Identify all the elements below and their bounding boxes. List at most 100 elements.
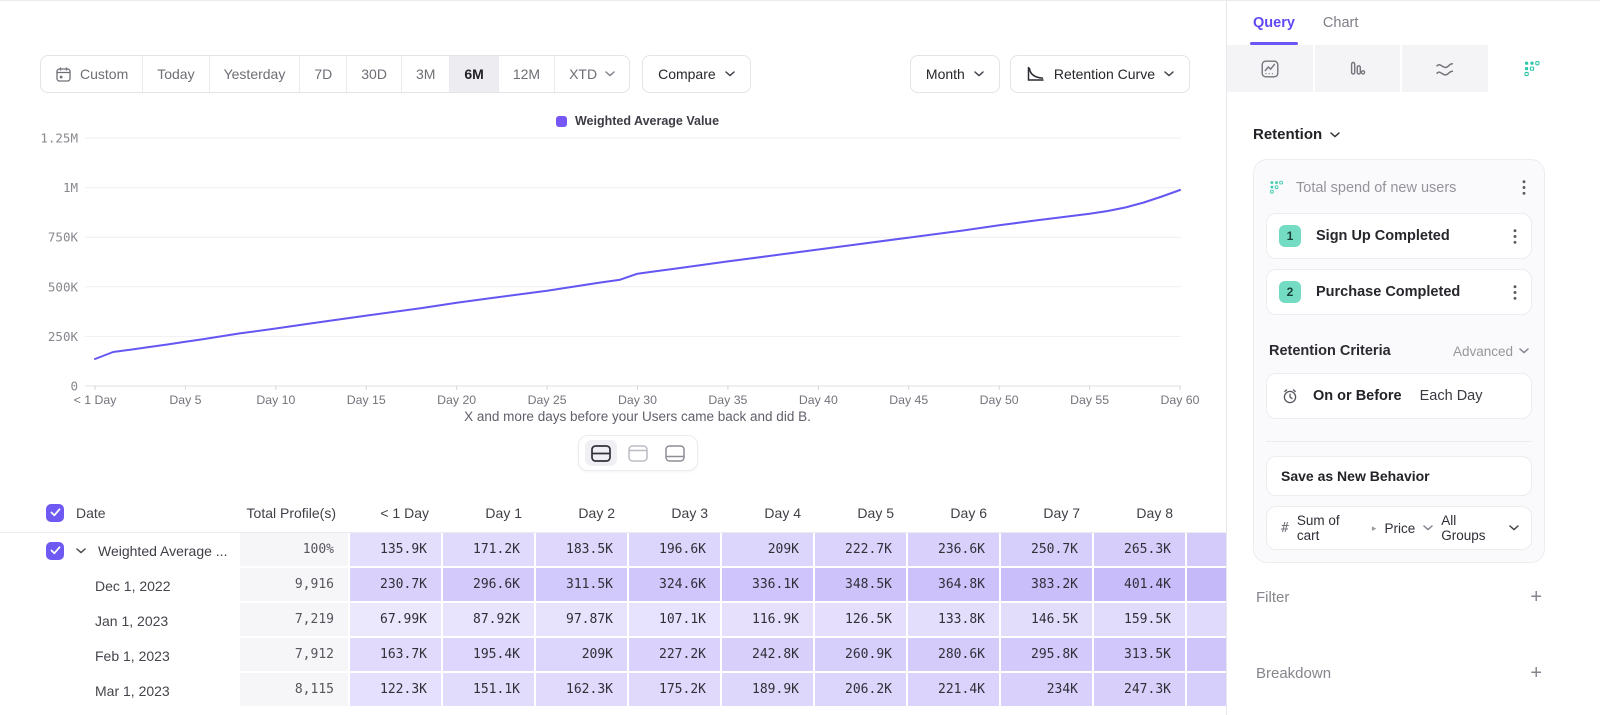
retention-value-cell[interactable]: 209K: [536, 638, 629, 673]
behavior-step-row[interactable]: 1 Sign Up Completed: [1266, 213, 1532, 259]
chart-type-button[interactable]: Retention Curve: [1009, 55, 1190, 93]
retention-value-cell[interactable]: 348.5K: [815, 568, 908, 603]
tab-bar-chart[interactable]: [1314, 45, 1400, 92]
add-breakdown-button[interactable]: +: [1530, 662, 1542, 684]
range-30d[interactable]: 30D: [347, 56, 402, 92]
retention-value-cell[interactable]: 163.7K: [350, 638, 443, 673]
measure-subproperty[interactable]: Price: [1384, 520, 1416, 536]
advanced-dropdown[interactable]: Advanced: [1453, 344, 1529, 359]
granularity-button[interactable]: Month: [909, 55, 1000, 93]
kebab-menu-icon[interactable]: [1509, 226, 1521, 247]
group-dropdown[interactable]: All Groups: [1441, 513, 1519, 543]
row-date-label: Feb 1, 2023: [95, 647, 170, 664]
bottom-pane-view-button[interactable]: [659, 440, 691, 466]
retention-value-cell[interactable]: 151.1K: [443, 673, 536, 708]
add-filter-button[interactable]: +: [1530, 586, 1542, 608]
retention-value-cell[interactable]: 159.5K: [1094, 603, 1187, 638]
retention-value-cell[interactable]: 295.8K: [1001, 638, 1094, 673]
retention-value-cell[interactable]: 116.9K: [722, 603, 815, 638]
range-12m[interactable]: 12M: [499, 56, 556, 92]
tab-retention[interactable]: [1489, 45, 1575, 92]
retention-value-cell[interactable]: 242.8K: [722, 638, 815, 673]
retention-value-cell[interactable]: 313.5K: [1094, 638, 1187, 673]
retention-value-cell[interactable]: 183.5K: [536, 533, 629, 568]
retention-value-cell[interactable]: 195.4K: [443, 638, 536, 673]
split-view-button[interactable]: [584, 440, 617, 466]
range-3m[interactable]: 3M: [402, 56, 451, 92]
compare-label: Compare: [658, 66, 716, 82]
retention-value-cell[interactable]: 221.4K: [908, 673, 1001, 708]
retention-value-cell[interactable]: 230.7K: [350, 568, 443, 603]
retention-value-cell[interactable]: 196.6K: [629, 533, 722, 568]
numeric-property-icon: #: [1281, 520, 1289, 536]
advanced-label: Advanced: [1452, 343, 1513, 359]
compare-button[interactable]: Compare: [642, 55, 751, 93]
retention-value-cell[interactable]: 234K: [1001, 673, 1094, 708]
retention-value-cell[interactable]: 67.99K: [350, 603, 443, 638]
retention-value-cell[interactable]: 280.6K: [908, 638, 1001, 673]
retention-value-cell[interactable]: 206.2K: [815, 673, 908, 708]
retention-value-cell[interactable]: 126.5K: [815, 603, 908, 638]
retention-table: Date Total Profile(s) < 1 Day Day 1 Day 2 Day…: [0, 493, 1226, 708]
retention-value-cell[interactable]: 97.87K: [536, 603, 629, 638]
table-row: Jan 1, 2023 7,219 67.99K 87.92K 97.87K 107.1K…: [0, 603, 1226, 638]
kebab-menu-icon[interactable]: [1509, 282, 1521, 303]
retention-value-cell[interactable]: 175.2K: [629, 673, 722, 708]
retention-value-cell[interactable]: 87.92K: [443, 603, 536, 638]
svg-text:0: 0: [70, 379, 78, 394]
range-today[interactable]: Today: [143, 56, 210, 92]
retention-value-cell[interactable]: 222.7K: [815, 533, 908, 568]
tab-flows[interactable]: [1402, 45, 1488, 92]
save-as-new-behavior-button[interactable]: Save as New Behavior: [1266, 456, 1532, 496]
retention-value-cell[interactable]: 324.6K: [629, 568, 722, 603]
retention-value-cell[interactable]: 135.9K: [350, 533, 443, 568]
toolbar: Custom Today Yesterday 7D 30D 3M 6M 12M XTD Comp…: [40, 55, 1190, 93]
retention-value-cell[interactable]: 236.6K: [908, 533, 1001, 568]
retention-value-cell[interactable]: 189.9K: [722, 673, 815, 708]
retention-section-header[interactable]: Retention: [1253, 126, 1545, 143]
retention-value-cell[interactable]: 107.1K: [629, 603, 722, 638]
range-6m[interactable]: 6M: [450, 56, 499, 92]
retention-value-cell[interactable]: 401.4K: [1094, 568, 1187, 603]
row-checkbox[interactable]: [46, 541, 64, 560]
expand-row-chevron-icon[interactable]: [76, 547, 86, 554]
behavior-step-row[interactable]: 2 Purchase Completed: [1266, 269, 1532, 315]
filter-label: Filter: [1256, 588, 1290, 606]
retention-value-cell[interactable]: 364.8K: [908, 568, 1001, 603]
chart-type-tabs: [1227, 45, 1575, 92]
range-xtd[interactable]: XTD: [555, 56, 629, 92]
retention-value-cell[interactable]: 336.1K: [722, 568, 815, 603]
bar-chart-icon: [1351, 61, 1366, 75]
retention-value-cell[interactable]: 133.8K: [908, 603, 1001, 638]
retention-value-cell[interactable]: 383.2K: [1001, 568, 1094, 603]
retention-window-row[interactable]: On or Before Each Day: [1266, 373, 1532, 419]
range-7d[interactable]: 7D: [300, 56, 348, 92]
column-header-day-2: Day 2: [578, 504, 615, 521]
range-yesterday[interactable]: Yesterday: [210, 56, 301, 92]
row-checkbox[interactable]: [46, 503, 64, 522]
top-pane-view-button[interactable]: [622, 440, 654, 466]
tab-query[interactable]: Query: [1250, 1, 1298, 45]
measure-property[interactable]: Sum of cart: [1296, 513, 1340, 543]
retention-curve-icon: [1026, 66, 1045, 82]
step-number-badge: 2: [1279, 281, 1301, 303]
retention-value-cell[interactable]: 171.2K: [443, 533, 536, 568]
retention-value-cell[interactable]: 227.2K: [629, 638, 722, 673]
retention-value-cell[interactable]: 265.3K: [1094, 533, 1187, 568]
kebab-menu-icon[interactable]: [1518, 177, 1530, 198]
retention-value-cell[interactable]: 311.5K: [536, 568, 629, 603]
retention-value-cell[interactable]: 209K: [722, 533, 815, 568]
retention-value-cell[interactable]: 146.5K: [1001, 603, 1094, 638]
retention-value-cell[interactable]: 260.9K: [815, 638, 908, 673]
tab-insights[interactable]: [1227, 45, 1313, 92]
range-custom[interactable]: Custom: [41, 56, 144, 92]
table-row: Dec 1, 2022 9,916 230.7K 296.6K 311.5K 324.6K…: [0, 568, 1226, 603]
legend-label: Weighted Average Value: [574, 114, 720, 128]
retention-value-cell[interactable]: 296.6K: [443, 568, 536, 603]
retention-value-cell[interactable]: 250.7K: [1001, 533, 1094, 568]
tab-chart[interactable]: Chart: [1323, 1, 1358, 45]
retention-value-cell[interactable]: 122.3K: [350, 673, 443, 708]
total-profiles-cell: 100%: [240, 533, 350, 568]
retention-value-cell[interactable]: 162.3K: [536, 673, 629, 708]
retention-value-cell[interactable]: 247.3K: [1094, 673, 1187, 708]
